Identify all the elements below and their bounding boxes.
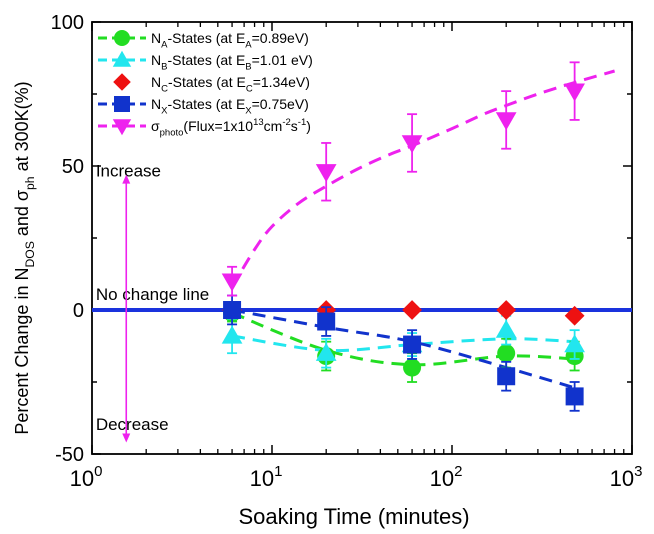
legend-entry-label-part: B: [161, 61, 167, 72]
legend-entry-label-part: σ: [151, 118, 160, 134]
x-tick-label: 102: [430, 463, 463, 491]
y-axis-label-part: DOS: [23, 241, 37, 267]
y-axis-label-part: and σ: [12, 190, 32, 241]
fit-curve-series-0: [231, 311, 575, 367]
data-point-series-1: [315, 342, 337, 361]
y-axis-label: Percent Change in NDOS and σph at 300K(%…: [12, 81, 37, 434]
arrow-head-up: [122, 174, 131, 184]
legend-entry-label-part: -States (at E: [168, 74, 246, 90]
x-tick-base: 10: [70, 466, 94, 491]
y-tick-label: 100: [51, 12, 84, 34]
legend-entry-label-part: -1: [298, 117, 306, 128]
x-tick-exp: 2: [454, 463, 462, 480]
data-point-series-1: [564, 334, 585, 353]
legend-entry-label-part: N: [151, 96, 161, 112]
data-point-series-4: [495, 112, 517, 131]
x-tick-exp: 3: [634, 463, 642, 480]
x-tick-exp: 0: [94, 463, 102, 480]
arrow-head-down: [122, 433, 131, 443]
legend-entry-label: NA-States (at EA=0.89eV): [151, 30, 309, 50]
x-tick-label: 100: [70, 463, 103, 491]
data-point-series-4: [315, 164, 337, 183]
legend-entry-label-part: N: [151, 74, 161, 90]
y-tick-label: -50: [55, 444, 84, 466]
legend-entry-label-part: ): [306, 118, 311, 134]
x-tick-base: 10: [430, 466, 454, 491]
legend-marker: [112, 50, 132, 67]
legend-entry-label-part: C: [246, 83, 253, 94]
data-point-series-4: [564, 83, 585, 102]
legend-entry-label-part: B: [245, 61, 251, 72]
legend-entry-label-part: =0.89eV): [252, 30, 309, 46]
legend-entry-label-part: (Flux=1x10: [183, 118, 253, 134]
legend-entry-label-part: =0.75eV): [252, 96, 309, 112]
y-axis-label-part: Percent Change in N: [12, 268, 32, 435]
x-axis-label: Soaking Time (minutes): [238, 504, 469, 529]
no-change-label: No change line: [96, 285, 209, 304]
legend-entry-label-part: 13: [253, 117, 264, 128]
legend-entry-label-part: cm: [264, 118, 283, 134]
data-point-series-0: [403, 358, 422, 377]
data-point-series-2: [402, 300, 422, 320]
legend-entry-label-part: N: [151, 52, 161, 68]
fit-curve-series-1: [231, 334, 575, 353]
legend-marker: [113, 73, 131, 91]
y-axis-label-group: Percent Change in NDOS and σph at 300K(%…: [12, 81, 37, 434]
data-point-series-1: [495, 319, 517, 338]
legend-entry-label-part: -2: [282, 117, 290, 128]
fit-curve-series-3: [231, 308, 576, 390]
legend-entry-label-part: s: [291, 118, 298, 134]
legend-entry-label-part: N: [151, 30, 161, 46]
legend: NA-States (at EA=0.89eV)NB-States (at EB…: [98, 30, 313, 138]
legend-entry-label: σphoto(Flux=1x1013cm-2s-1): [151, 117, 311, 138]
legend-marker: [114, 30, 130, 46]
legend-marker: [114, 96, 130, 112]
plot-points: [221, 61, 585, 412]
legend-entry-label: NB-States (at EB=1.01 eV): [151, 52, 313, 72]
data-point-series-2: [496, 300, 517, 320]
legend-entry-label: NX-States (at EX=0.75eV): [151, 96, 309, 116]
fit-curve-series-4: [230, 69, 616, 288]
y-tick-label: 0: [73, 300, 84, 322]
legend-marker: [112, 119, 132, 136]
x-tick-label: 103: [610, 463, 643, 491]
data-point-series-0: [497, 344, 516, 363]
data-point-series-3: [317, 312, 336, 331]
increase-label: Increase: [96, 161, 161, 180]
x-tick-base: 10: [250, 466, 274, 491]
legend-entry-label-part: -States (at E: [167, 30, 245, 46]
decrease-label: Decrease: [96, 415, 169, 434]
legend-entry-label-part: C: [161, 83, 168, 94]
legend-entry-label-part: =1.34eV): [253, 74, 310, 90]
legend-entry-label-part: X: [245, 105, 252, 116]
data-point-series-3: [497, 367, 516, 386]
x-tick-exp: 1: [274, 463, 282, 480]
annotations: No change line Increase Decrease: [96, 161, 209, 443]
data-point-series-3: [565, 387, 584, 406]
legend-entry-label-part: X: [161, 105, 168, 116]
legend-entry-label-part: -States (at E: [167, 52, 245, 68]
data-point-series-2: [564, 305, 585, 326]
x-tick-label: 101: [250, 463, 283, 491]
legend-entry-label-part: A: [161, 39, 168, 50]
x-tick-base: 10: [610, 466, 634, 491]
y-axis-label-part: at 300K(%): [12, 81, 32, 176]
y-axis-label-part: ph: [23, 176, 37, 190]
y-tick-label: 50: [62, 156, 84, 178]
legend-entry-label-part: -States (at E: [167, 96, 245, 112]
data-point-series-3: [223, 301, 242, 319]
data-point-series-1: [221, 325, 243, 344]
legend-entry-label: NC-States (at EC=1.34eV): [151, 74, 310, 94]
plot-lines: [92, 69, 632, 390]
legend-entry-label-part: A: [245, 39, 252, 50]
legend-entry-label-part: photo: [160, 127, 184, 138]
data-point-series-3: [403, 335, 422, 354]
data-point-series-4: [401, 135, 423, 154]
legend-entry-label-part: =1.01 eV): [252, 52, 313, 68]
data-point-series-4: [221, 273, 243, 292]
